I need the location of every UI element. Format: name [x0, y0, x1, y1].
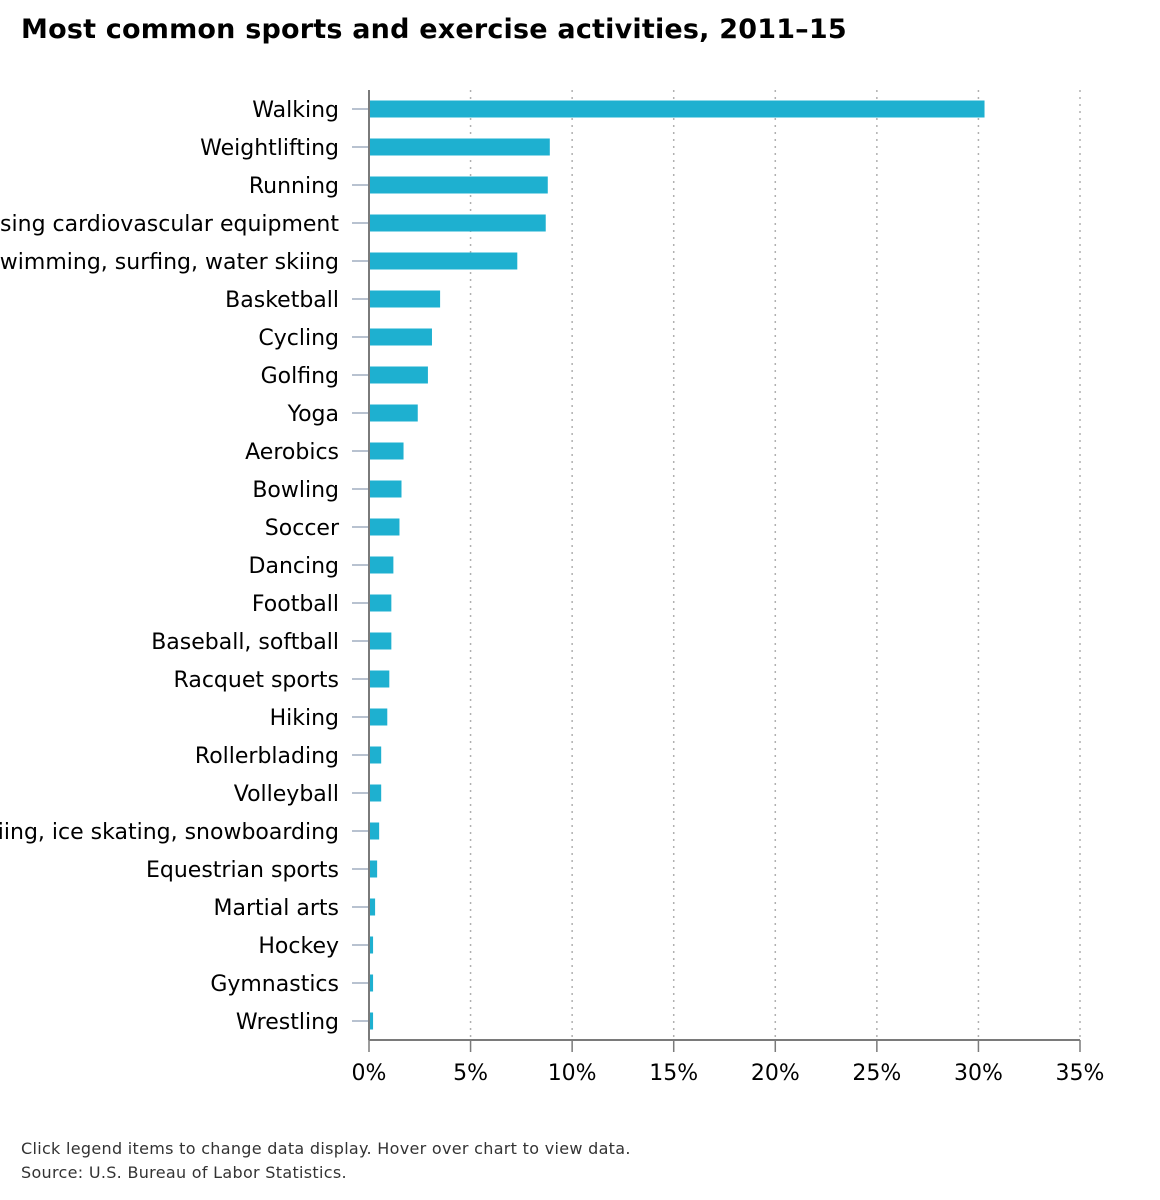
bar-chart[interactable]: Walking Weightlifting Running Using cardiov… — [0, 0, 1160, 1120]
bar[interactable] — [369, 898, 376, 916]
category-label: Skiing, ice skating, snowboarding — [0, 820, 339, 845]
category-label: Aerobics — [245, 440, 339, 465]
x-tick-label: 35% — [1056, 1061, 1105, 1086]
bar[interactable] — [369, 708, 388, 726]
category-label: Swimming, surfing, water skiing — [0, 250, 339, 275]
category-label: Martial arts — [214, 896, 339, 921]
chart-title: Most common sports and exercise activiti… — [21, 14, 847, 45]
category-label: Soccer — [265, 516, 340, 541]
category-label: Hockey — [258, 934, 339, 959]
category-label: Walking — [252, 98, 339, 123]
category-label: Yoga — [287, 402, 339, 427]
bar[interactable] — [369, 822, 380, 840]
x-tick-label: 5% — [453, 1061, 488, 1086]
category-label: Running — [249, 174, 339, 199]
bar[interactable] — [369, 404, 418, 422]
bar[interactable] — [369, 670, 390, 688]
category-label: Hiking — [270, 706, 339, 731]
bar[interactable] — [369, 214, 546, 232]
bar[interactable] — [369, 1012, 374, 1030]
category-label: Racquet sports — [174, 668, 339, 693]
bar[interactable] — [369, 366, 428, 384]
gridlines — [469, 90, 1081, 1040]
bar[interactable] — [369, 936, 374, 954]
bars[interactable] — [369, 100, 985, 1030]
category-label: Golfing — [261, 364, 339, 389]
x-tick-label: 10% — [548, 1061, 597, 1086]
bar[interactable] — [369, 252, 518, 270]
category-label: Cycling — [258, 326, 339, 351]
x-tick-label: 25% — [852, 1061, 901, 1086]
category-label: Weightlifting — [200, 136, 339, 161]
bar[interactable] — [369, 518, 400, 536]
x-tick-label: 0% — [352, 1061, 387, 1086]
bar[interactable] — [369, 860, 378, 878]
bar[interactable] — [369, 138, 550, 156]
category-label: Football — [252, 592, 339, 617]
category-label: Equestrian sports — [146, 858, 339, 883]
category-labels: Walking Weightlifting Running Using cardiov… — [0, 98, 340, 1035]
category-label: Dancing — [249, 554, 339, 579]
axes: 0% 5% 10% 15% 20% 25% 30% 35% — [352, 90, 1105, 1086]
category-label: Basketball — [225, 288, 339, 313]
bar[interactable] — [369, 100, 985, 118]
category-label: Volleyball — [234, 782, 339, 807]
bar[interactable] — [369, 176, 548, 194]
bar[interactable] — [369, 746, 382, 764]
x-tick-label: 15% — [649, 1061, 698, 1086]
bar[interactable] — [369, 632, 392, 650]
category-label: Rollerblading — [195, 744, 339, 769]
bar[interactable] — [369, 480, 402, 498]
bar[interactable] — [369, 442, 404, 460]
category-label: Wrestling — [236, 1010, 339, 1035]
category-label: Gymnastics — [210, 972, 339, 997]
category-label: Baseball, softball — [151, 630, 339, 655]
bar[interactable] — [369, 328, 432, 346]
x-tick-label: 20% — [751, 1061, 800, 1086]
category-label: Bowling — [252, 478, 339, 503]
x-tick-label: 30% — [954, 1061, 1003, 1086]
category-label: Using cardiovascular equipment — [0, 212, 339, 237]
bar[interactable] — [369, 556, 394, 574]
bar[interactable] — [369, 594, 392, 612]
bar[interactable] — [369, 974, 374, 992]
source-note: Source: U.S. Bureau of Labor Statistics. — [21, 1163, 347, 1182]
bar[interactable] — [369, 784, 382, 802]
footer-note: Click legend items to change data displa… — [21, 1139, 631, 1158]
bar[interactable] — [369, 290, 441, 308]
